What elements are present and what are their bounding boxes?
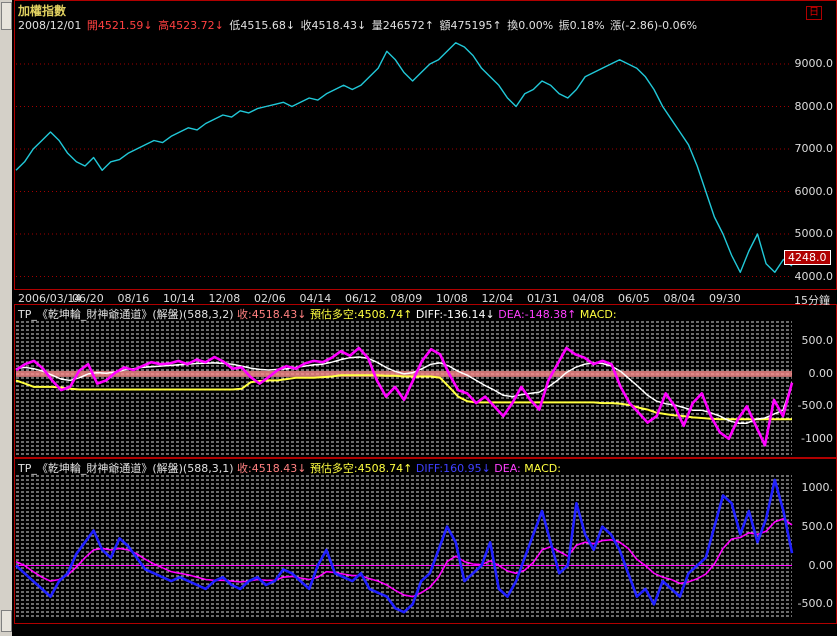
price-y-tick: 7000.0 (794, 142, 834, 155)
indicator1-estimate: 預估多空:4508.74↑ (309, 308, 413, 321)
quote-change: 漲(-2.86)-0.06% (610, 19, 698, 32)
x-tick-label: 08/04 (663, 292, 696, 305)
indicator2-close: 收:4518.43↓ (237, 462, 307, 475)
indicator1-macd: MACD: (579, 308, 617, 321)
quote-high: 高4523.72↓ (158, 19, 224, 32)
indicator1-y-tick: 0.00 (808, 366, 834, 380)
indicator2-dea-line (15, 517, 793, 598)
indicator1-y-tick: -500.0 (797, 399, 833, 413)
indicator2-y-tick: -500.0 (797, 597, 833, 611)
quote-amplitude: 振0.18% (558, 19, 605, 32)
quote-low: 低4515.68↓ (229, 19, 296, 32)
indicator2-y-tick: 500.0 (801, 519, 834, 533)
indicator2-y-tick: 1000. (801, 480, 834, 494)
quote-volume: 量246572↑ (371, 19, 434, 32)
x-tick-label: 2006/03/14 (18, 292, 82, 305)
scroll-thumb[interactable] (1, 2, 12, 30)
quote-close: 收4518.43↓ (300, 19, 367, 32)
price-y-tick: 8000.0 (794, 99, 834, 113)
indicator2-macd: MACD: (524, 462, 561, 475)
indicator1-header: TP_《乾坤輪_財神爺通道》(解盤)(588,3,2) 收:4518.43↓ 預… (18, 306, 617, 322)
indicator1-close: 收:4518.43↓ (237, 308, 307, 321)
price-y-tick: 5000.0 (794, 227, 834, 240)
x-tick-label: 02/06 (254, 292, 286, 305)
left-scrollbar[interactable] (0, 0, 12, 636)
quote-open: 開4521.59↓ (86, 19, 153, 32)
period-label[interactable]: 15分鐘 (794, 294, 830, 307)
indicator1-diff: DIFF:-136.14↓ (415, 308, 495, 321)
indicator2-diff-line (15, 478, 794, 614)
x-tick-label: 06/12 (345, 292, 377, 305)
scroll-thumb-bottom[interactable] (1, 610, 12, 632)
calendar-icon[interactable]: 日 (806, 6, 822, 20)
indicator1-macd-line (15, 374, 792, 421)
indicator2-estimate: 預估多空:4508.74↑ (309, 462, 413, 475)
x-tick-label: 01/31 (527, 292, 559, 305)
x-tick-label: 08/09 (390, 292, 423, 305)
x-tick-label: 04/14 (299, 292, 332, 305)
price-y-tick: 4000.0 (794, 269, 834, 283)
x-tick-label: 12/04 (481, 292, 514, 305)
x-tick-label: 06/20 (72, 292, 104, 305)
quote-amount: 額475195↑ (439, 19, 502, 32)
indicator1-y-tick: -1000 (801, 431, 833, 445)
indicator2-header: TP_《乾坤輪_財神爺通道》(解盤)(588,3,1) 收:4518.43↓ 預… (18, 460, 561, 476)
indicator2-dea: DEA: (494, 462, 521, 475)
indicator1-name: TP_《乾坤輪_財神爺通道》(解盤)(588,3,2) (18, 308, 234, 321)
x-tick-label: 04/08 (572, 292, 605, 305)
quote-date: 2008/12/01 (18, 19, 82, 32)
indicator1-diff-line (15, 346, 794, 447)
x-tick-label: 08/16 (117, 292, 150, 305)
x-tick-label: 12/08 (208, 292, 241, 305)
indicator2-y-tick: 0.00 (808, 558, 834, 572)
last-price-tag: 4248.0 (784, 250, 831, 265)
chart-title: 加權指數 (18, 4, 67, 18)
x-tick-label: 10/08 (436, 292, 468, 305)
price-y-tick: 6000.0 (794, 184, 834, 198)
quote-turnover: 換0.00% (507, 19, 554, 32)
price-y-tick: 9000.0 (794, 57, 834, 70)
x-tick-label: 06/05 (618, 292, 650, 305)
indicator1-dea: DEA:-148.38↑ (498, 308, 577, 321)
indicator2-diff: DIFF:160.95↓ (415, 462, 491, 475)
x-tick-label: 10/14 (163, 292, 195, 305)
indicator1-y-tick: 500.0 (801, 334, 834, 348)
x-tick-label: 09/30 (709, 292, 741, 305)
quote-info-line: 2008/12/01 開4521.59↓ 高4523.72↓ 低4515.68↓… (18, 17, 699, 33)
price-series-line (15, 42, 793, 273)
indicator2-name: TP_《乾坤輪_財神爺通道》(解盤)(588,3,1) (18, 462, 234, 475)
